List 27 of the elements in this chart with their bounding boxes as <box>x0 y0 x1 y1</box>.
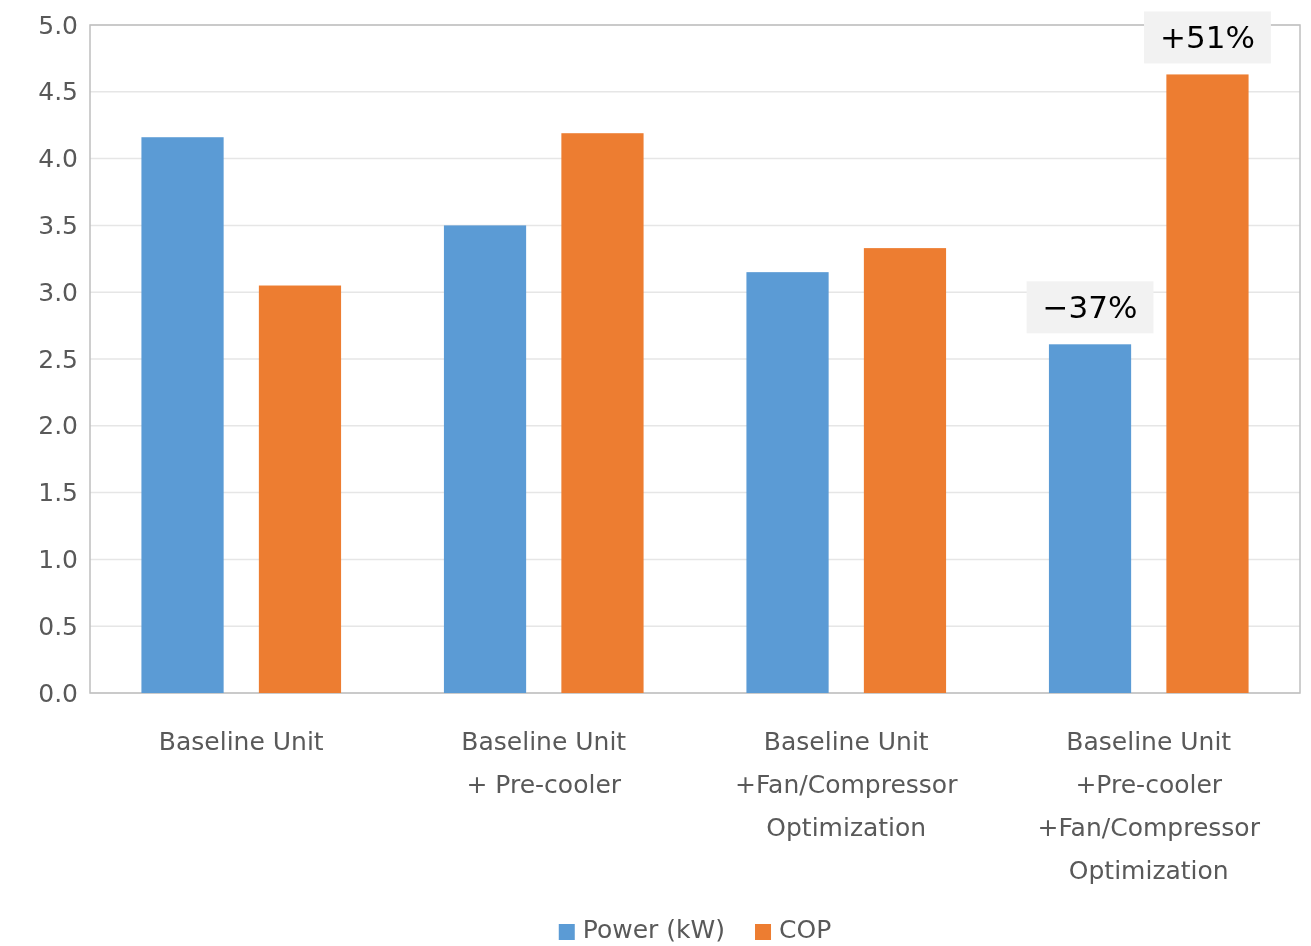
legend-label: COP <box>779 915 832 944</box>
annotation: +51% <box>1160 19 1255 56</box>
x-tick-label: Baseline Unit +Fan/Compressor Optimization <box>735 727 959 842</box>
y-tick-label: 5.0 <box>38 10 78 40</box>
bar <box>1048 344 1132 693</box>
bar <box>258 285 342 693</box>
bar <box>561 133 644 693</box>
y-tick-label: 0.0 <box>38 678 78 708</box>
y-tick-label: 4.0 <box>38 144 78 174</box>
bar <box>141 137 224 693</box>
bar <box>746 272 829 693</box>
legend-label: Power (kW) <box>582 915 726 944</box>
annotation: −37% <box>1042 289 1138 326</box>
y-tick-label: 2.5 <box>38 344 78 374</box>
y-tick-label: 2.0 <box>38 411 78 441</box>
y-tick-label: 4.5 <box>38 77 78 107</box>
y-tick-label: 3.5 <box>38 210 78 240</box>
x-tick-label: Baseline Unit + Pre-cooler <box>461 727 627 799</box>
y-tick-label: 1.0 <box>38 544 78 574</box>
bar <box>443 225 527 693</box>
bar <box>1166 74 1249 693</box>
y-tick-label: 1.5 <box>38 478 78 508</box>
x-tick-label: Baseline Unit <box>158 727 324 756</box>
x-tick-label: Baseline Unit +Pre-cooler +Fan/Compressor Optimization <box>1037 727 1261 885</box>
y-tick-label: 0.5 <box>38 611 78 641</box>
y-tick-label: 3.0 <box>38 277 78 307</box>
bar <box>863 248 947 693</box>
